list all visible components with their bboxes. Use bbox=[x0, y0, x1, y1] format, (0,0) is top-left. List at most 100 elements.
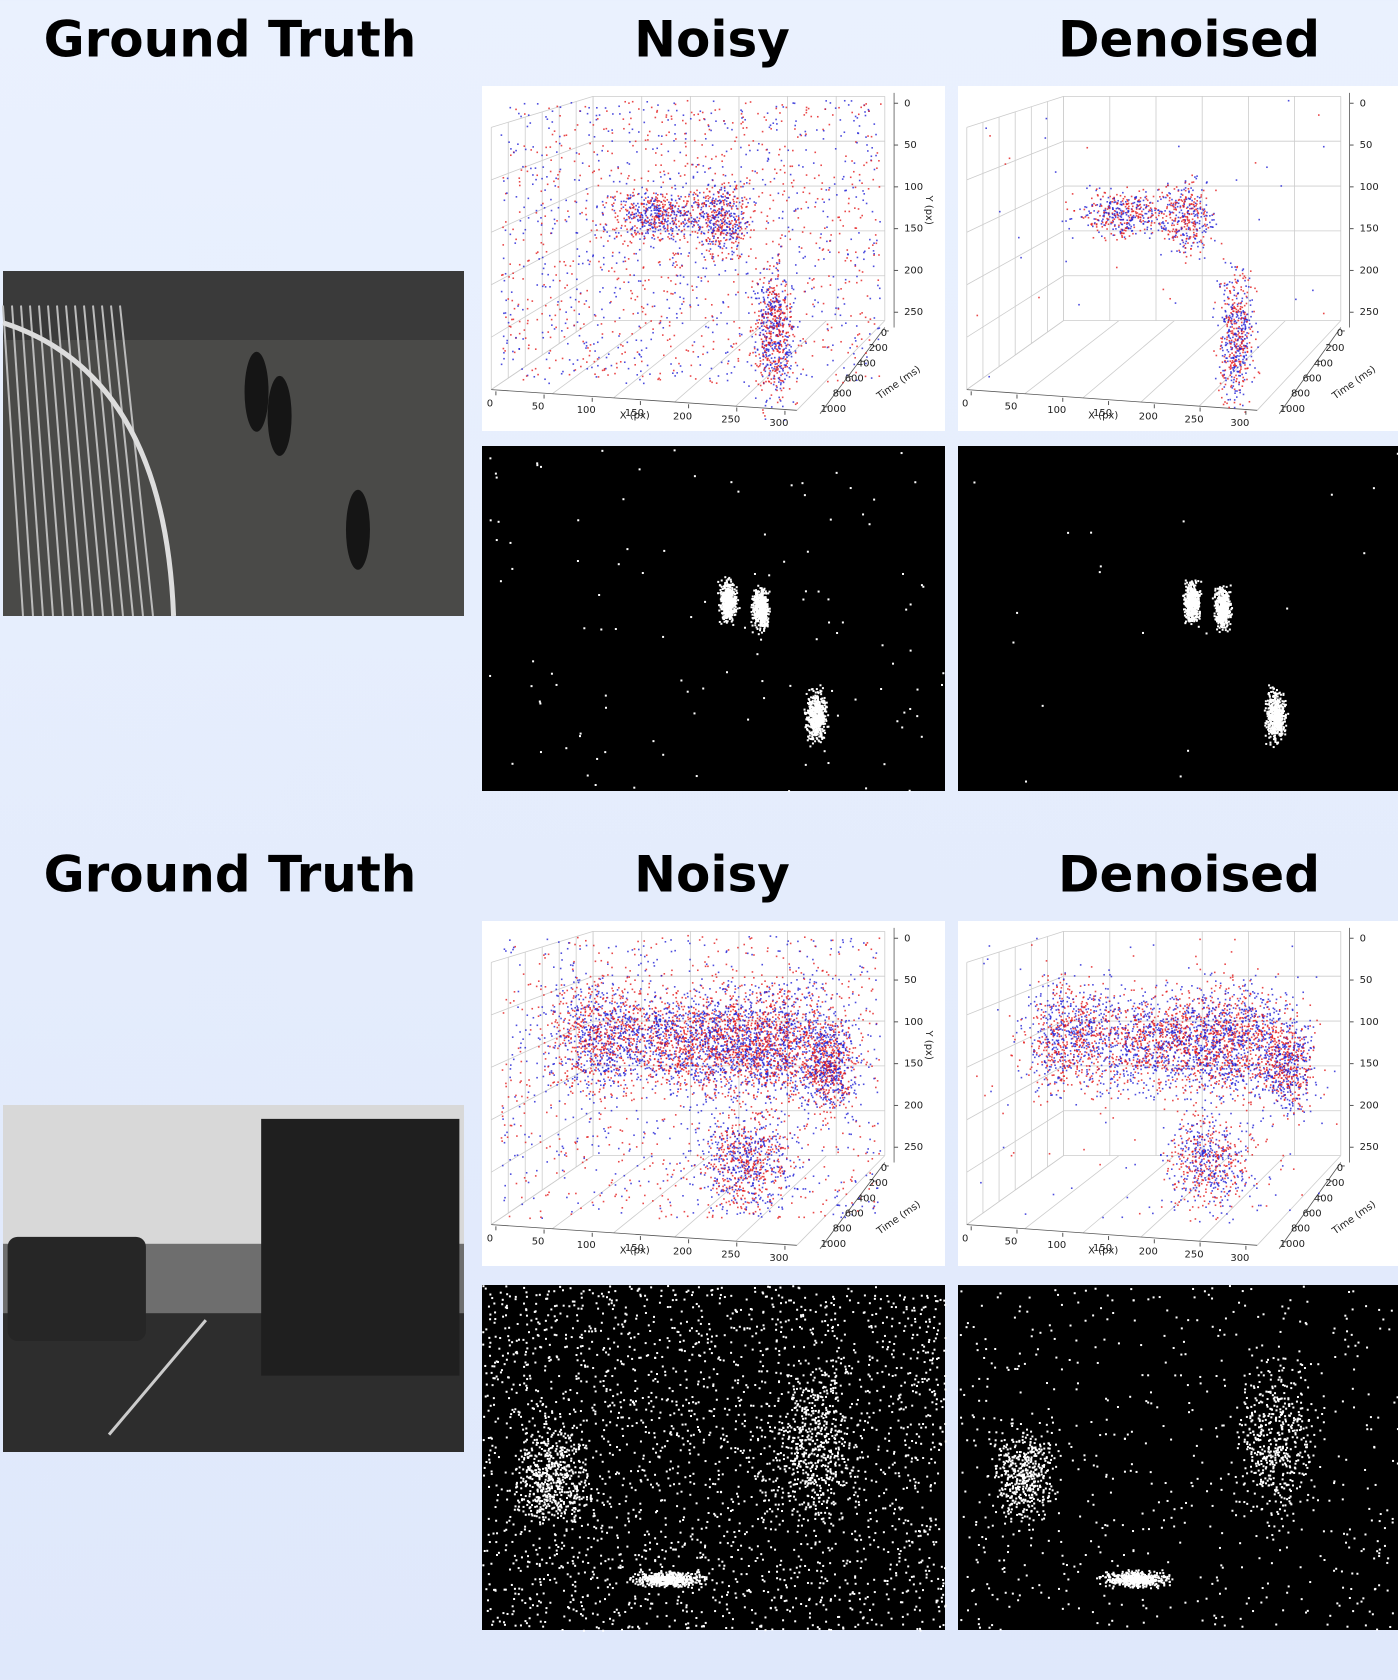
event-point bbox=[780, 246, 782, 248]
event-point bbox=[746, 127, 748, 129]
event-point bbox=[821, 188, 823, 190]
event-point bbox=[772, 301, 774, 303]
event-point bbox=[854, 207, 856, 209]
event-point bbox=[565, 200, 567, 202]
event-point bbox=[740, 123, 742, 125]
event-point bbox=[594, 361, 596, 363]
event-point bbox=[660, 229, 662, 231]
event-point bbox=[762, 356, 764, 358]
event-point bbox=[643, 109, 645, 111]
event-point bbox=[600, 237, 602, 239]
event-point bbox=[776, 348, 778, 350]
event-point bbox=[508, 141, 510, 143]
event-point bbox=[510, 234, 512, 236]
event-point bbox=[611, 153, 613, 155]
event-point bbox=[849, 347, 851, 349]
event-point bbox=[763, 297, 765, 299]
event-point bbox=[663, 214, 665, 216]
event-point bbox=[568, 216, 570, 218]
event-point bbox=[731, 372, 733, 374]
event-point bbox=[742, 213, 744, 215]
event-point bbox=[685, 183, 687, 185]
event-point bbox=[733, 233, 735, 235]
event-point bbox=[646, 208, 648, 210]
event-point bbox=[775, 345, 777, 347]
event-point bbox=[832, 360, 834, 362]
event-point bbox=[669, 338, 671, 340]
event-point bbox=[660, 322, 662, 324]
event-point bbox=[752, 281, 754, 283]
event-point bbox=[778, 315, 780, 317]
event-point bbox=[742, 186, 744, 188]
event-point bbox=[731, 206, 733, 208]
event-point bbox=[695, 202, 697, 204]
event-point bbox=[675, 219, 677, 221]
event-point bbox=[762, 179, 764, 181]
event-point bbox=[634, 179, 636, 181]
event-point bbox=[694, 220, 696, 222]
event-point bbox=[624, 240, 626, 242]
event-point bbox=[875, 155, 877, 157]
event-point bbox=[769, 126, 771, 128]
event-point bbox=[806, 174, 808, 176]
event-point bbox=[734, 223, 736, 225]
event-point bbox=[744, 119, 746, 121]
event-point bbox=[553, 181, 555, 183]
event-point bbox=[685, 123, 687, 125]
event-point bbox=[735, 230, 737, 232]
event-point bbox=[542, 166, 544, 168]
event-point bbox=[738, 225, 740, 227]
event-point bbox=[766, 322, 768, 324]
event-point bbox=[762, 359, 764, 361]
event-point bbox=[601, 337, 603, 339]
event-point bbox=[863, 252, 865, 254]
event-point bbox=[748, 312, 750, 314]
event-point bbox=[633, 189, 635, 191]
event-point bbox=[694, 140, 696, 142]
event-point bbox=[714, 202, 716, 204]
event-point bbox=[629, 241, 631, 243]
event-point bbox=[701, 207, 703, 209]
event-point bbox=[786, 356, 788, 358]
event-point bbox=[636, 227, 638, 229]
event-point bbox=[544, 189, 546, 191]
event-point bbox=[551, 121, 553, 123]
event-point bbox=[625, 201, 627, 203]
event-point bbox=[716, 214, 718, 216]
event-point bbox=[868, 110, 870, 112]
event-point bbox=[554, 266, 556, 268]
event-point bbox=[674, 133, 676, 135]
event-point bbox=[620, 173, 622, 175]
event-point bbox=[672, 372, 674, 374]
event-point bbox=[753, 188, 755, 190]
event-point bbox=[758, 384, 760, 386]
event-point bbox=[506, 340, 508, 342]
event-point bbox=[794, 125, 796, 127]
event-point bbox=[612, 113, 614, 115]
event-point bbox=[860, 107, 862, 109]
event-point bbox=[616, 363, 618, 365]
event-point bbox=[602, 287, 604, 289]
event-point bbox=[679, 296, 681, 298]
event-point bbox=[670, 280, 672, 282]
event-point bbox=[788, 231, 790, 233]
event-point bbox=[699, 213, 701, 215]
event-point bbox=[693, 225, 695, 227]
event-point bbox=[768, 281, 770, 283]
event-point bbox=[679, 226, 681, 228]
event-point bbox=[586, 251, 588, 253]
event-point bbox=[855, 116, 857, 118]
event-point bbox=[750, 237, 752, 239]
event-point bbox=[722, 166, 724, 168]
event-point bbox=[647, 365, 649, 367]
event-point bbox=[786, 336, 788, 338]
event-point bbox=[728, 203, 730, 205]
event-point bbox=[782, 281, 784, 283]
event-point bbox=[542, 257, 544, 259]
event-point bbox=[652, 328, 654, 330]
event-point bbox=[688, 196, 690, 198]
event-point bbox=[776, 322, 778, 324]
event-point bbox=[633, 236, 635, 238]
event-point bbox=[788, 367, 790, 369]
event-point bbox=[823, 303, 825, 305]
